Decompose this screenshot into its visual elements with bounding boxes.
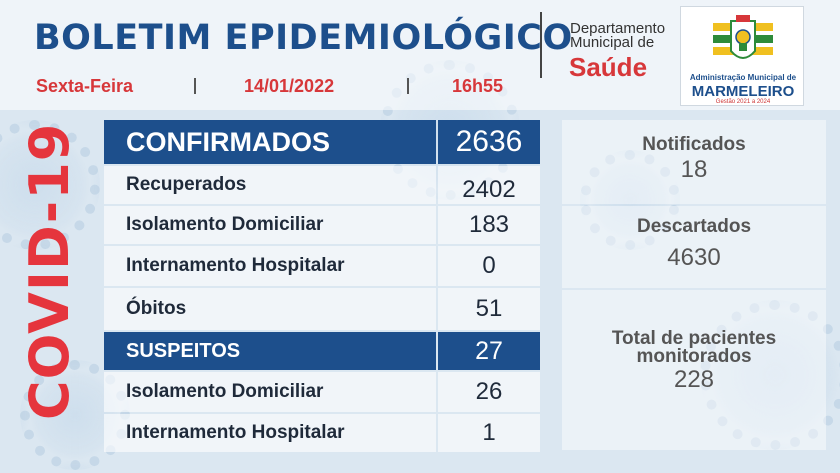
time-label: 16h55 — [452, 76, 504, 96]
row-value: 1 — [438, 414, 540, 452]
row-label: Internamento Hospitalar — [104, 414, 436, 452]
notified-panel: Notificados 18 — [562, 120, 826, 204]
date-label: 14/01/2022 — [244, 76, 335, 96]
header-divider — [540, 12, 542, 78]
table-row: Isolamento Domiciliar 26 — [104, 372, 540, 412]
department-label: Departamento Municipal de — [570, 20, 666, 51]
crest-icon — [713, 15, 773, 59]
department-line-1: Departamento — [570, 20, 666, 37]
row-label: Isolamento Domiciliar — [104, 372, 436, 412]
row-value: 2402 — [438, 166, 540, 204]
department-name: Saúde — [569, 52, 648, 82]
row-label: Isolamento Domiciliar — [104, 206, 436, 244]
covid-side-label: COVID-19 — [18, 122, 81, 420]
table-row: Recuperados 2402 — [104, 166, 540, 204]
table-row: Isolamento Domiciliar 183 — [104, 206, 540, 244]
monitored-label-line-1: Total de pacientes — [611, 328, 777, 349]
virus-decoration — [0, 120, 100, 250]
logo-line-1: Administração Municipal de — [689, 73, 797, 82]
row-label: Internamento Hospitalar — [104, 246, 436, 286]
row-label: Óbitos — [104, 288, 436, 330]
notified-value: 18 — [680, 156, 708, 183]
weekday-label: Sexta-Feira — [36, 76, 134, 96]
row-value: 183 — [438, 206, 540, 244]
confirmed-value: 2636 — [438, 120, 540, 164]
confirmed-header-row: CONFIRMADOS 2636 — [104, 120, 540, 164]
municipal-logo: Administração Municipal de MARMELEIRO Ge… — [680, 6, 804, 106]
row-label: Recuperados — [104, 166, 436, 204]
divider — [407, 78, 409, 94]
discarded-label: Descartados — [636, 216, 752, 237]
discarded-panel: Descartados 4630 — [562, 206, 826, 288]
logo-line-2: MARMELEIRO — [691, 83, 795, 100]
discarded-value: 4630 — [667, 244, 721, 271]
department-line-2: Municipal de — [570, 34, 655, 51]
row-value: 51 — [438, 288, 540, 330]
confirmed-label: CONFIRMADOS — [104, 120, 436, 164]
page-title: BOLETIM EPIDEMIOLÓGICO — [34, 18, 573, 58]
suspects-label: SUSPEITOS — [104, 332, 436, 370]
monitored-label-line-2: monitorados — [636, 346, 752, 367]
divider — [194, 78, 196, 94]
row-value: 0 — [438, 246, 540, 286]
table-row: Internamento Hospitalar 0 — [104, 246, 540, 286]
suspects-value: 27 — [438, 332, 540, 370]
notified-label: Notificados — [642, 134, 746, 155]
row-value: 26 — [438, 372, 540, 412]
logo-line-3: Gestão 2021 a 2024 — [715, 99, 771, 105]
monitored-value: 228 — [673, 366, 715, 393]
suspects-header-row: SUSPEITOS 27 — [104, 332, 540, 370]
table-row: Internamento Hospitalar 1 — [104, 414, 540, 452]
virus-decoration — [580, 150, 680, 250]
monitored-panel: Total de pacientes monitorados 228 — [562, 290, 826, 450]
virus-decoration — [700, 300, 840, 450]
table-row: Óbitos 51 — [104, 288, 540, 330]
